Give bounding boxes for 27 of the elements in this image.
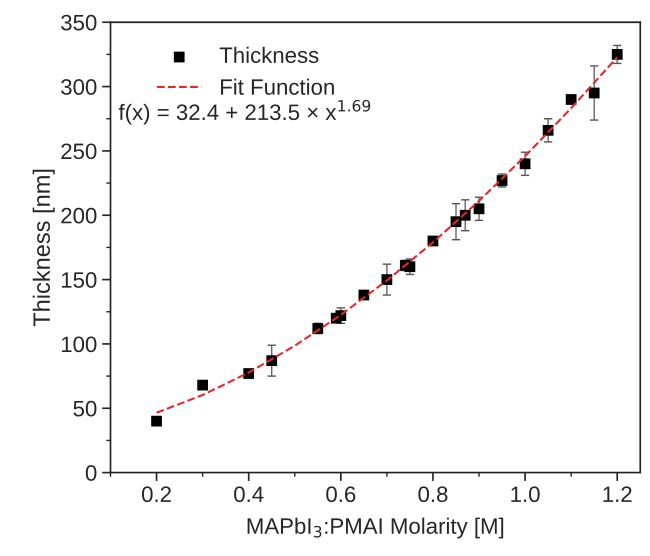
y-tick-label: 100 xyxy=(62,336,96,352)
y-axis-title: Thickness [nm] xyxy=(32,170,55,326)
x-axis-title: MAPbI$_{3}$:PMAI Molarity [M] xyxy=(248,518,504,538)
y-tick-label: 350 xyxy=(61,14,96,31)
x-tick-label: 0.2 xyxy=(142,486,171,502)
y-tick-label: 300 xyxy=(61,79,96,95)
legend-label: Thickness xyxy=(220,46,318,64)
y-tick-label: 0 xyxy=(86,465,96,481)
point xyxy=(566,94,577,105)
point xyxy=(474,203,484,214)
y-tick-label: 200 xyxy=(61,208,96,224)
x-tick-label: 0.6 xyxy=(326,486,356,502)
annotation: f(x) = 32.4 + 213.5 × x$^{1.69}$ xyxy=(118,100,370,125)
point xyxy=(588,88,600,98)
y-tick-label: 50 xyxy=(73,400,96,417)
x-tick-label: 0.4 xyxy=(234,486,264,502)
point xyxy=(520,158,530,170)
y-tick-label: 250 xyxy=(61,143,96,160)
y-tick-label: 150 xyxy=(62,272,96,288)
point xyxy=(404,261,416,272)
point xyxy=(197,380,208,390)
point xyxy=(612,49,623,60)
x-tick-label: 1.0 xyxy=(511,486,540,502)
point xyxy=(151,416,162,427)
x-tick-label: 0.8 xyxy=(418,486,448,502)
legend-label: Fit Function xyxy=(221,78,334,95)
x-tick-label: 1.2 xyxy=(603,486,632,502)
